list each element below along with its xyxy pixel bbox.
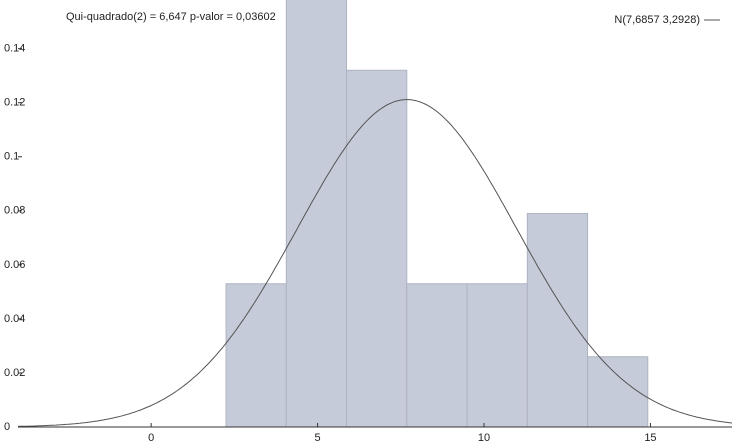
y-tick-label: 0 xyxy=(4,421,10,433)
normal-curve xyxy=(18,99,732,427)
x-tick-label: 0 xyxy=(148,432,154,443)
bar xyxy=(225,283,287,427)
y-tick-label: 0.14 xyxy=(4,43,25,55)
bar xyxy=(526,213,589,427)
y-tick-label: 0.02 xyxy=(4,367,25,379)
bar xyxy=(346,69,408,427)
y-tick-label: 0.04 xyxy=(4,313,25,325)
y-tick-label: 0.08 xyxy=(4,205,25,217)
annotation: Qui-quadrado(2) = 6,647 p-valor = 0,0360… xyxy=(66,11,276,23)
y-tick-label: 0.12 xyxy=(4,97,25,109)
x-tick-label: 5 xyxy=(315,432,321,443)
plot-area xyxy=(18,0,732,427)
x-tick-label: 10 xyxy=(478,432,490,443)
y-tick-label: 0.1 xyxy=(4,151,19,163)
y-tick-label: 0.06 xyxy=(4,259,25,271)
x-tick-label: 15 xyxy=(644,432,656,443)
bar xyxy=(466,283,528,427)
bar xyxy=(406,283,468,427)
legend-label: N(7,6857 3,2928) xyxy=(614,14,700,26)
bar xyxy=(285,0,348,427)
